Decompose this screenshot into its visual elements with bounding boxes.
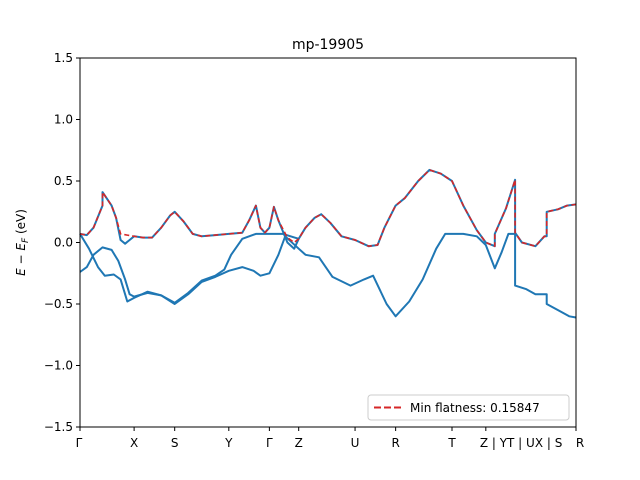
y-axis-label: E − EF (eV) [14, 209, 31, 276]
y-axis-label-sub: F [21, 237, 31, 243]
legend-box [367, 394, 570, 421]
y-tick-label: −1.0 [44, 359, 73, 373]
x-tick-label: S [171, 436, 179, 450]
x-tick-label: R [391, 436, 399, 450]
y-axis: −1.5 −1.0 −0.5 0.0 0.5 1.0 1.5 [44, 51, 80, 434]
band-line-1 [79, 168, 577, 250]
y-tick-label: 0.0 [54, 236, 73, 250]
x-tick-label: Y [224, 436, 233, 450]
flat-band-dashed-line [79, 169, 577, 247]
x-tick-label: Z [295, 436, 303, 450]
x-axis: Γ X S Y Γ Z U R T Z | YT | UX | S R [76, 427, 584, 450]
plot-area [79, 168, 577, 319]
y-tick-label: −0.5 [44, 297, 73, 311]
axes-frame [79, 57, 577, 428]
chart-title: mp-19905 [292, 37, 364, 53]
y-tick-label: −1.5 [44, 420, 73, 434]
y-tick-label: 1.0 [54, 113, 73, 127]
x-tick-label: Γ [266, 436, 273, 450]
x-tick-label: Z | YT | UX | S [480, 436, 563, 450]
x-tick-label: Γ [76, 436, 83, 450]
legend-label: Min flatness: 0.15847 [410, 401, 540, 415]
legend: Min flatness: 0.15847 [367, 394, 570, 421]
x-tick-label: X [130, 436, 138, 450]
x-tick-label: R [576, 436, 584, 450]
y-axis-label-main: E − E [14, 243, 28, 276]
y-axis-label-unit: (eV) [14, 209, 28, 238]
y-tick-label: 0.5 [54, 174, 73, 188]
x-tick-label: T [447, 436, 456, 450]
x-tick-label: U [351, 436, 360, 450]
y-tick-label: 1.5 [54, 51, 73, 65]
band-line-3 [79, 232, 299, 304]
band-line-2 [79, 232, 577, 319]
